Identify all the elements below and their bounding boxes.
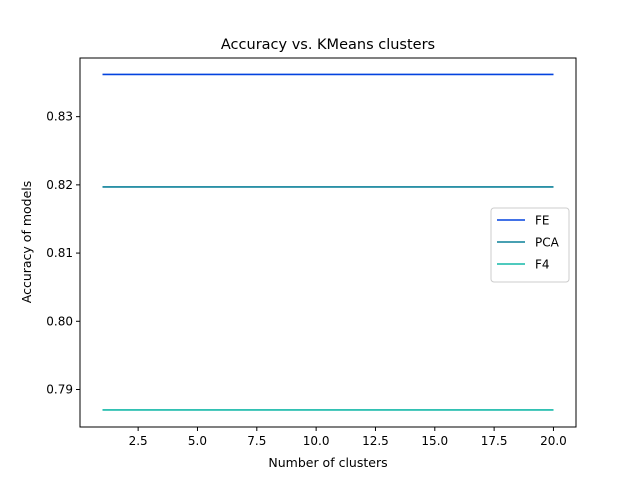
y-tick-label: 0.82 bbox=[46, 178, 73, 192]
y-tick-label: 0.81 bbox=[46, 246, 73, 260]
y-tick-label: 0.80 bbox=[46, 314, 73, 328]
x-tick-label: 5.0 bbox=[188, 434, 207, 448]
legend-label-f4: F4 bbox=[535, 258, 550, 272]
y-axis-label: Accuracy of models bbox=[19, 181, 34, 304]
y-tick-label: 0.79 bbox=[46, 382, 73, 396]
legend: FE PCA F4 bbox=[490, 207, 570, 283]
x-axis-label: Number of clusters bbox=[268, 455, 387, 470]
x-tick-label: 17.5 bbox=[481, 434, 508, 448]
x-tick-label: 20.0 bbox=[540, 434, 567, 448]
legend-label-fe: FE bbox=[535, 214, 549, 228]
legend-label-pca: PCA bbox=[535, 236, 560, 250]
x-axis-ticks: 2.5 5.0 7.5 10.0 12.5 15.0 17.5 20.0 bbox=[129, 427, 567, 448]
y-axis-ticks: 0.79 0.80 0.81 0.82 0.83 bbox=[46, 110, 80, 396]
x-tick-label: 15.0 bbox=[421, 434, 448, 448]
x-tick-label: 10.0 bbox=[303, 434, 330, 448]
axes-frame bbox=[79, 57, 577, 428]
chart-title: Accuracy vs. KMeans clusters bbox=[221, 37, 435, 53]
x-tick-label: 7.5 bbox=[247, 434, 266, 448]
y-tick-label: 0.83 bbox=[46, 110, 73, 124]
plot-area bbox=[79, 57, 577, 428]
x-tick-label: 2.5 bbox=[129, 434, 148, 448]
x-tick-label: 12.5 bbox=[362, 434, 389, 448]
series-layer bbox=[102, 73, 554, 411]
